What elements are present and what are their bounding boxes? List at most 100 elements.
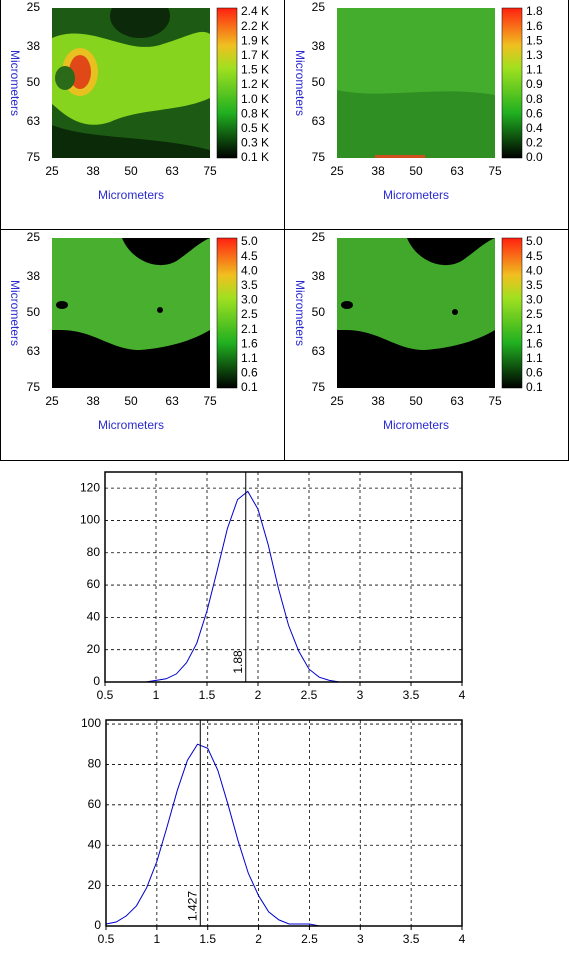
y-axis-label: Micrometers (293, 50, 307, 116)
colorbar-label: 4.5 (241, 249, 258, 263)
x-tick-label: 1 (153, 688, 160, 702)
x-tick-label: 50 (124, 164, 138, 178)
y-tick-label: 25 (312, 230, 326, 244)
x-tick-label: 38 (371, 394, 385, 408)
colorbar-label: 0.0 (526, 150, 543, 164)
x-tick-label: 3 (357, 932, 364, 946)
x-tick-label: 2.5 (301, 688, 318, 702)
y-tick-label: 25 (27, 0, 41, 14)
x-tick-label: 2 (255, 688, 262, 702)
y-tick-label: 50 (27, 75, 41, 89)
colorbar-label: 3.0 (241, 293, 258, 307)
y-tick-label: 63 (312, 344, 326, 358)
colorbar-label: 1.1 (526, 63, 543, 77)
colorbar-label: 1.9 K (241, 33, 269, 47)
colorbar-label: 3.0 (526, 293, 543, 307)
y-tick-label: 63 (312, 114, 326, 128)
x-tick-label: 38 (86, 164, 100, 178)
colorbar-label: 0.8 (526, 92, 543, 106)
x-tick-label: 50 (124, 394, 138, 408)
x-axis-label: Micrometers (383, 418, 449, 432)
y-tick-label: 120 (80, 480, 100, 494)
colorbar-label: 5.0 (526, 234, 543, 248)
y-tick-label: 20 (87, 642, 101, 656)
x-axis-label: Micrometers (98, 188, 164, 202)
heatmap-panel (52, 7, 238, 159)
colorbar-label: 2.1 (526, 322, 543, 336)
x-tick-label: 25 (330, 394, 344, 408)
colorbar-label: 2.5 (526, 307, 543, 321)
colorbar-label: 1.2 K (241, 77, 269, 91)
y-tick-label: 50 (312, 75, 326, 89)
x-tick-label: 63 (450, 164, 464, 178)
plot-area (105, 472, 462, 682)
y-tick-label: 60 (87, 577, 101, 591)
y-axis-label: Micrometers (293, 280, 307, 346)
colorbar-label: 0.4 (526, 121, 543, 135)
heatmap-image (337, 8, 495, 158)
y-tick-label: 20 (88, 878, 102, 892)
y-tick-label: 25 (312, 0, 326, 14)
y-axis-label: Micrometers (8, 50, 22, 116)
colorbar-label: 0.6 (526, 366, 543, 380)
colorbar-label: 1.0 K (241, 92, 269, 106)
x-tick-label: 4 (459, 932, 466, 946)
colorbar-label: 0.1 K (241, 150, 269, 164)
x-tick-label: 3.5 (403, 932, 420, 946)
colorbar-label: 0.6 (241, 366, 258, 380)
x-axis-label: Micrometers (98, 418, 164, 432)
y-tick-label: 80 (88, 757, 102, 771)
x-tick-label: 4 (459, 688, 466, 702)
y-tick-label: 75 (312, 150, 326, 164)
y-tick-label: 38 (27, 39, 41, 53)
y-tick-label: 38 (312, 269, 326, 283)
colorbar-label: 0.8 K (241, 106, 269, 120)
x-tick-label: 1 (154, 932, 161, 946)
colorbar-label: 1.1 (241, 351, 258, 365)
y-tick-label: 38 (27, 269, 41, 283)
x-tick-label: 38 (86, 394, 100, 408)
heatmap-panel (337, 237, 523, 389)
heatmap-image (337, 238, 495, 388)
x-tick-label: 3 (357, 688, 364, 702)
y-tick-label: 0 (93, 674, 100, 688)
colorbar-label: 3.5 (241, 278, 258, 292)
colorbar-label: 1.3 (526, 48, 543, 62)
y-tick-label: 75 (27, 150, 41, 164)
marker-label: 1.88 (231, 650, 245, 674)
x-tick-label: 75 (488, 164, 502, 178)
y-tick-label: 25 (27, 230, 41, 244)
x-tick-label: 38 (371, 164, 385, 178)
y-tick-label: 40 (87, 610, 101, 624)
colorbar-label: 1.6 (526, 19, 543, 33)
x-tick-label: 75 (488, 394, 502, 408)
x-tick-label: 25 (45, 164, 59, 178)
colorbar-label: 4.0 (526, 263, 543, 277)
x-tick-label: 25 (330, 164, 344, 178)
colorbar-label: 1.1 (526, 351, 543, 365)
y-tick-label: 63 (27, 344, 41, 358)
plot-area (106, 720, 462, 926)
colorbar-label: 4.5 (526, 249, 543, 263)
y-tick-label: 63 (27, 114, 41, 128)
colorbar-label: 3.5 (526, 278, 543, 292)
colorbar-label: 2.1 (241, 322, 258, 336)
colorbar-label: 1.5 K (241, 63, 269, 77)
x-tick-label: 2 (255, 932, 262, 946)
colorbar-label: 5.0 (241, 234, 258, 248)
colorbar-label: 2.2 K (241, 19, 269, 33)
heatmap-image (52, 8, 210, 158)
y-tick-label: 100 (81, 716, 101, 730)
colorbar-label: 1.7 K (241, 48, 269, 62)
y-tick-label: 60 (88, 797, 102, 811)
x-tick-label: 63 (165, 164, 179, 178)
x-tick-label: 2.5 (301, 932, 318, 946)
y-tick-label: 38 (312, 39, 326, 53)
x-tick-label: 63 (165, 394, 179, 408)
colorbar-label: 0.2 (526, 136, 543, 150)
heatmap-panel (337, 7, 523, 159)
colorbar-label: 0.3 K (241, 136, 269, 150)
colorbar-label: 0.5 K (241, 121, 269, 135)
y-tick-label: 75 (312, 380, 326, 394)
